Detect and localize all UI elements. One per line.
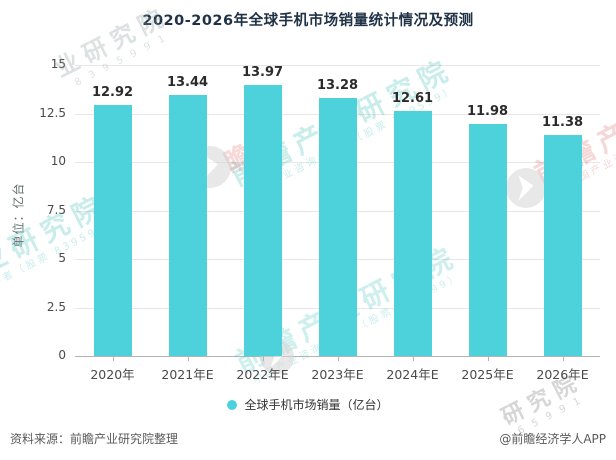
y-tick-label: 5 (58, 251, 66, 265)
bar (318, 98, 357, 356)
bar-value-label: 13.97 (241, 64, 284, 80)
y-tick-label: 7.5 (46, 202, 66, 217)
y-tick-label: 12.5 (39, 105, 66, 120)
x-axis-tick (112, 356, 114, 361)
bar-value-label: 13.28 (316, 78, 359, 94)
y-tick-label: 0 (58, 348, 66, 362)
x-tick-label: 2024年E (386, 367, 439, 382)
x-tick-label: 2026年E (536, 367, 589, 382)
bar-value-label: 12.92 (91, 85, 134, 101)
source-note: 资料来源：前瞻产业研究院整理 (10, 432, 179, 446)
legend-marker-icon (227, 399, 238, 410)
x-axis-tick (562, 356, 564, 361)
bar (393, 111, 432, 356)
bar-value-label: 13.44 (166, 75, 209, 91)
x-axis-tick (487, 356, 489, 361)
x-axis-tick (337, 356, 339, 361)
legend-label: 全球手机市场销量（亿台） (244, 398, 389, 412)
x-axis-tick (187, 356, 189, 361)
chart-title: 2020-2026年全球手机市场销量统计情况及预测 (142, 13, 474, 29)
bar (168, 95, 207, 356)
bar (468, 123, 507, 356)
bar-value-label: 11.98 (466, 103, 509, 119)
x-tick-label: 2025年E (461, 367, 514, 382)
watermark-main-text: 业研究院 (50, 1, 174, 83)
x-tick-label: 2020年 (90, 367, 135, 382)
bar (93, 105, 132, 356)
legend: 全球手机市场销量（亿台） (0, 396, 616, 413)
bar (243, 84, 282, 356)
bar-value-label: 12.61 (391, 91, 434, 107)
x-tick-label: 2021年E (161, 367, 214, 382)
y-tick-label: 2.5 (46, 299, 66, 314)
x-tick-label: 2023年E (311, 367, 364, 382)
credit-note: @前瞻经济学人APP (499, 432, 606, 446)
y-tick-label: 15 (50, 57, 66, 71)
brand-logo-watermark-icon (506, 168, 546, 208)
y-tick-label: 10 (50, 154, 66, 168)
bar-value-label: 11.38 (541, 115, 584, 131)
x-tick-label: 2022年E (236, 367, 289, 382)
x-axis-tick (412, 356, 414, 361)
gridline (75, 65, 600, 66)
x-axis-tick (262, 356, 264, 361)
bar (543, 135, 582, 356)
